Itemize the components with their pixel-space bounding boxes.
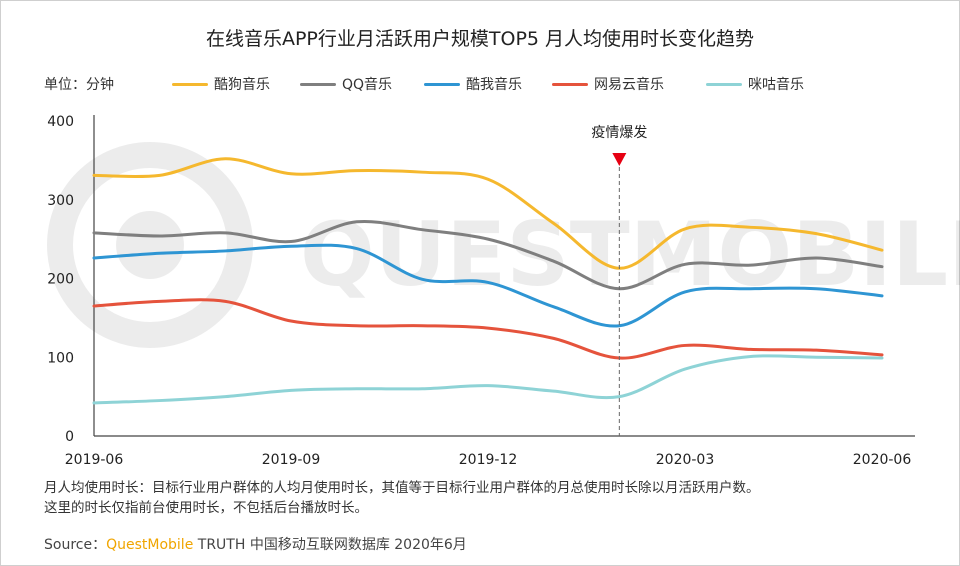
footnote-definition: 月人均使用时长：目标行业用户群体的人均月使用时长，其值等于目标行业用户群体的月总… (44, 480, 760, 496)
source-line: Source：QuestMobile TRUTH 中国移动互联网数据库 2020… (44, 534, 467, 554)
legend-item-kuwo: 酷我音乐 (424, 74, 522, 94)
legend-swatch-kugou (172, 82, 208, 86)
series-line-kugou (92, 157, 884, 270)
footnote-scope: 这里的时长仅指前台使用时长，不包括后台播放时长。 (44, 500, 368, 516)
y-tick-label: 100 (47, 350, 74, 366)
watermark-text: QUESTMOBILE (300, 203, 960, 306)
y-tick-label: 0 (65, 429, 74, 445)
x-tick-label: 2019-12 (459, 452, 518, 468)
x-tick-label: 2020-03 (656, 452, 715, 468)
x-tick-label: 2020-06 (853, 452, 912, 468)
annotation-layer: 疫情爆发 (591, 125, 647, 436)
unit-label: 单位：分钟 (44, 77, 114, 93)
legend-item-kugou: 酷狗音乐 (172, 74, 270, 94)
series-lines (92, 157, 884, 405)
legend-swatch-qq (300, 82, 336, 86)
legend-label-netease: 网易云音乐 (594, 77, 664, 93)
legend-label-kugou: 酷狗音乐 (214, 77, 270, 93)
legend-item-netease: 网易云音乐 (552, 74, 664, 94)
source-brand: QuestMobile (106, 537, 194, 553)
outbreak-marker (612, 153, 627, 166)
series-line-netease (92, 298, 884, 360)
legend-swatch-migu (706, 82, 742, 86)
axes: 0 100 200 300 400 2019-06 2019-09 2019-12 2020-0… (47, 114, 915, 468)
y-tick-label: 300 (47, 193, 74, 209)
source-rest: TRUTH 中国移动互联网数据库 2020年6月 (193, 537, 467, 553)
source-prefix: Source： (44, 537, 107, 553)
legend-swatch-kuwo (424, 82, 460, 86)
legend-item-qq: QQ音乐 (300, 74, 392, 94)
legend-label-qq: QQ音乐 (342, 77, 393, 93)
x-tick-label: 2019-06 (65, 452, 124, 468)
legend-label-migu: 咪咕音乐 (748, 77, 804, 93)
outbreak-label: 疫情爆发 (591, 125, 647, 141)
watermark-logo-ring (47, 142, 253, 348)
series-line-kuwo (92, 243, 884, 328)
chart-title: 在线音乐APP行业月活跃用户规模TOP5 月人均使用时长变化趋势 (205, 28, 755, 50)
y-tick-label: 400 (47, 114, 74, 130)
watermark-logo-dot (116, 211, 184, 279)
legend-swatch-netease (552, 82, 588, 86)
series-line-migu (92, 354, 884, 405)
legend-item-migu: 咪咕音乐 (706, 74, 804, 94)
x-tick-label: 2019-09 (262, 452, 321, 468)
legend-label-kuwo: 酷我音乐 (466, 77, 522, 93)
y-tick-label: 200 (47, 272, 74, 288)
series-line-qq (92, 219, 884, 291)
